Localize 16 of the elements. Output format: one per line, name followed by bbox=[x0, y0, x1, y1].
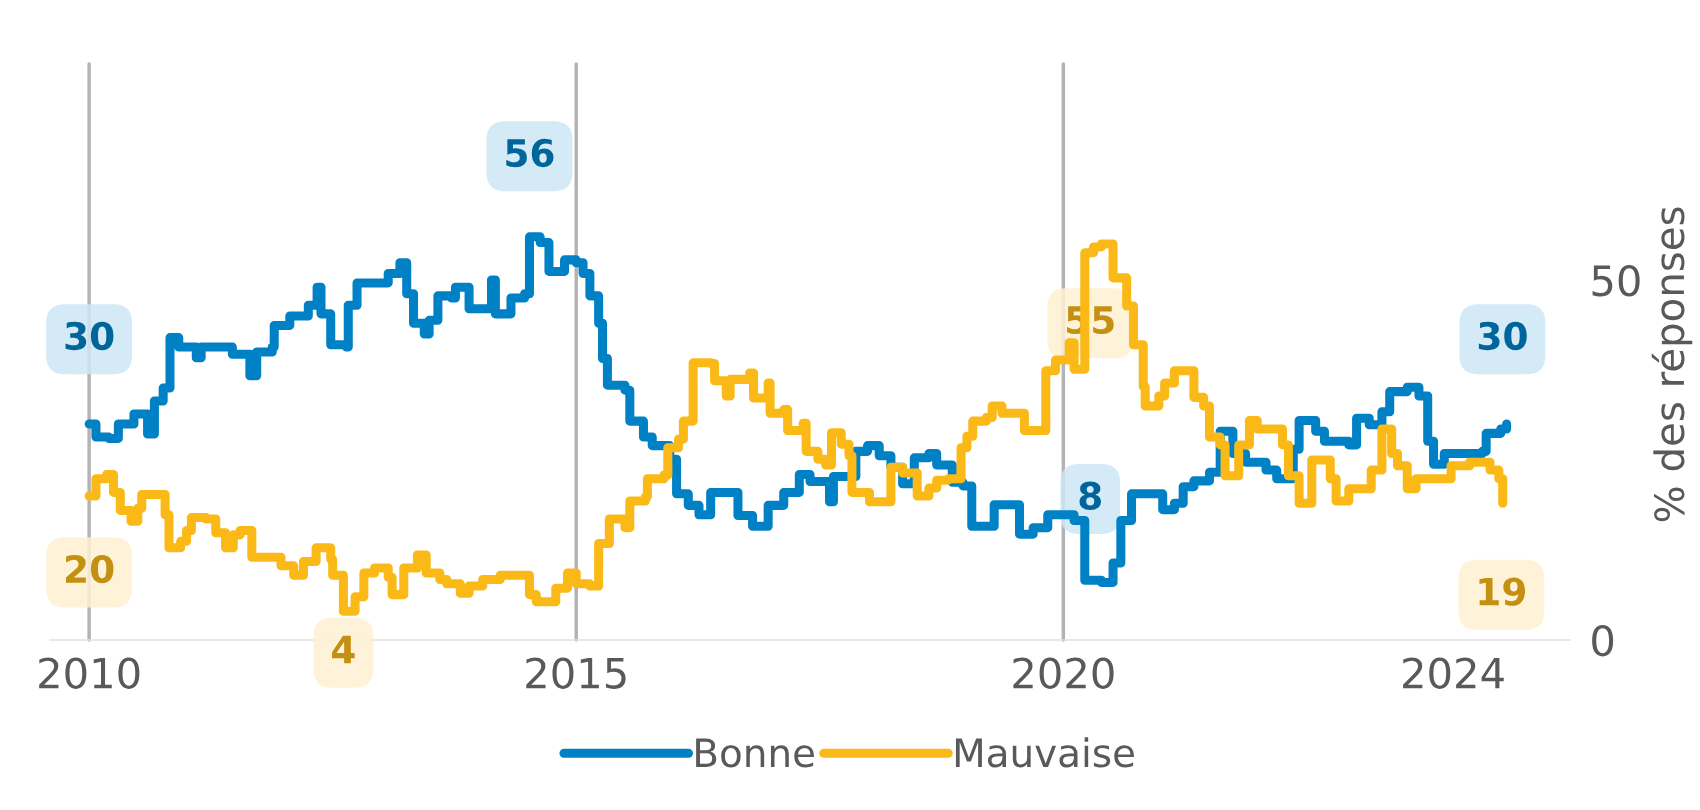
y-tick-label: 50 bbox=[1592, 264, 1640, 297]
x-tick-label: 2024 bbox=[1403, 657, 1504, 689]
legend-label: Mauvaise bbox=[955, 737, 1134, 768]
x-tick-label: 2015 bbox=[526, 657, 626, 689]
annotation: 30 bbox=[65, 321, 114, 351]
y-tick-label: 0 bbox=[1592, 624, 1614, 657]
annotation: 8 bbox=[1079, 481, 1101, 510]
x-tick-label: 2020 bbox=[1013, 657, 1114, 689]
annotation: 56 bbox=[506, 138, 554, 168]
legend-label: Bonne bbox=[696, 738, 814, 768]
x-tick-label: 2010 bbox=[39, 657, 140, 689]
annotation: 20 bbox=[65, 554, 114, 584]
annotation: 19 bbox=[1479, 577, 1526, 606]
annotation: 30 bbox=[1478, 321, 1527, 351]
y-axis-title: % des réponses bbox=[1651, 207, 1693, 522]
annotation: 4 bbox=[332, 635, 355, 664]
